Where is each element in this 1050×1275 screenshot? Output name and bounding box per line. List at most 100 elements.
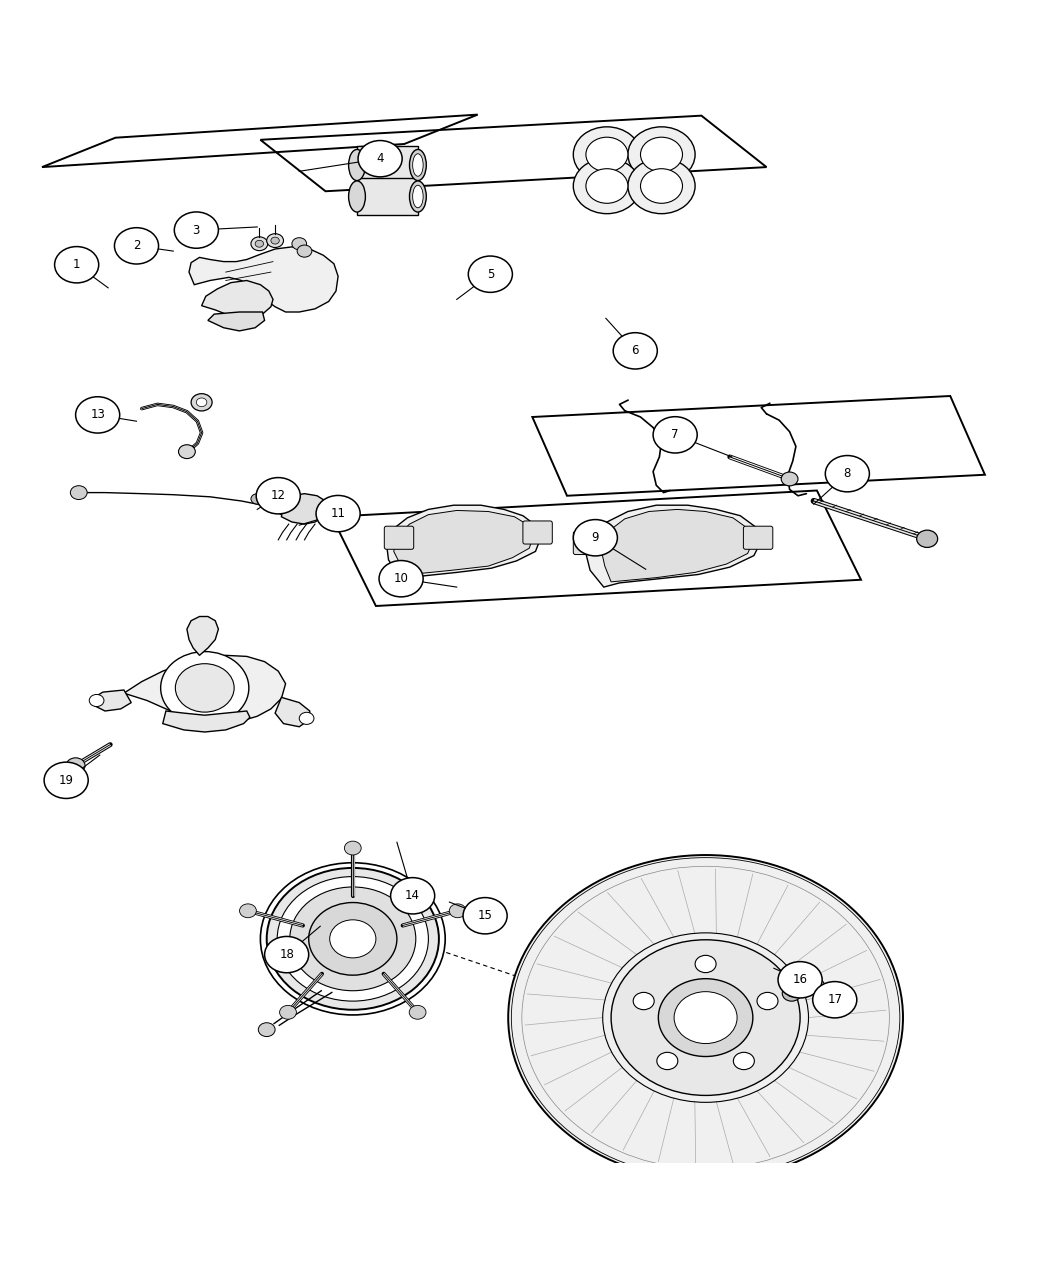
Ellipse shape	[256, 478, 300, 514]
Ellipse shape	[825, 455, 869, 492]
Ellipse shape	[297, 245, 312, 258]
Ellipse shape	[573, 126, 640, 182]
Polygon shape	[208, 312, 265, 332]
Text: 12: 12	[271, 490, 286, 502]
Polygon shape	[386, 505, 541, 581]
Ellipse shape	[628, 158, 695, 214]
Ellipse shape	[175, 664, 234, 713]
Ellipse shape	[391, 877, 435, 914]
Ellipse shape	[757, 992, 778, 1010]
Ellipse shape	[258, 1023, 275, 1037]
Ellipse shape	[255, 240, 264, 247]
Ellipse shape	[251, 493, 264, 504]
Polygon shape	[601, 510, 754, 581]
Ellipse shape	[653, 417, 697, 453]
Ellipse shape	[613, 333, 657, 368]
Text: 3: 3	[192, 223, 201, 237]
Ellipse shape	[70, 486, 87, 500]
Ellipse shape	[695, 955, 716, 973]
Text: 11: 11	[331, 507, 345, 520]
Ellipse shape	[733, 1052, 754, 1070]
Ellipse shape	[633, 992, 654, 1010]
Ellipse shape	[299, 713, 314, 724]
Ellipse shape	[292, 237, 307, 250]
Ellipse shape	[674, 992, 737, 1043]
Ellipse shape	[267, 868, 439, 1010]
Ellipse shape	[640, 138, 682, 172]
Polygon shape	[275, 697, 310, 727]
Polygon shape	[586, 505, 761, 586]
Ellipse shape	[778, 961, 822, 998]
Text: 6: 6	[631, 344, 639, 357]
Text: 4: 4	[376, 152, 384, 166]
Ellipse shape	[344, 842, 361, 856]
Text: 7: 7	[671, 428, 679, 441]
Ellipse shape	[449, 904, 466, 918]
Text: 14: 14	[405, 889, 420, 903]
Ellipse shape	[89, 695, 104, 706]
Ellipse shape	[508, 856, 903, 1181]
Ellipse shape	[917, 530, 938, 547]
Ellipse shape	[267, 233, 284, 247]
Polygon shape	[357, 147, 418, 184]
Ellipse shape	[161, 652, 249, 724]
Ellipse shape	[413, 185, 423, 208]
Polygon shape	[357, 177, 418, 215]
Ellipse shape	[379, 561, 423, 597]
Ellipse shape	[468, 256, 512, 292]
Text: 15: 15	[478, 909, 492, 922]
Ellipse shape	[586, 138, 628, 172]
Ellipse shape	[628, 126, 695, 182]
Polygon shape	[187, 617, 218, 655]
Ellipse shape	[290, 887, 416, 991]
Ellipse shape	[316, 496, 360, 532]
Polygon shape	[202, 280, 273, 317]
Text: 2: 2	[132, 240, 141, 252]
Ellipse shape	[66, 757, 85, 774]
Ellipse shape	[782, 986, 801, 1001]
Ellipse shape	[573, 520, 617, 556]
Ellipse shape	[55, 246, 99, 283]
Ellipse shape	[191, 394, 212, 411]
Ellipse shape	[410, 149, 426, 181]
Ellipse shape	[279, 1006, 296, 1019]
Ellipse shape	[463, 898, 507, 933]
Ellipse shape	[410, 1006, 426, 1019]
Text: 18: 18	[279, 949, 294, 961]
Text: 13: 13	[90, 408, 105, 422]
Ellipse shape	[265, 936, 309, 973]
Ellipse shape	[178, 445, 195, 459]
Ellipse shape	[573, 158, 640, 214]
Ellipse shape	[44, 762, 88, 798]
Polygon shape	[189, 247, 338, 312]
Ellipse shape	[410, 181, 426, 212]
Ellipse shape	[114, 228, 159, 264]
Ellipse shape	[657, 1052, 678, 1070]
Ellipse shape	[277, 877, 428, 1001]
Ellipse shape	[640, 168, 682, 203]
Polygon shape	[163, 711, 250, 732]
Ellipse shape	[239, 904, 256, 918]
Ellipse shape	[781, 472, 798, 486]
Ellipse shape	[788, 989, 796, 997]
Ellipse shape	[174, 212, 218, 249]
Polygon shape	[394, 510, 533, 575]
FancyBboxPatch shape	[523, 521, 552, 544]
Polygon shape	[281, 493, 328, 524]
Text: 1: 1	[72, 259, 81, 272]
Ellipse shape	[611, 940, 800, 1095]
Text: 17: 17	[827, 993, 842, 1006]
Ellipse shape	[358, 140, 402, 177]
Ellipse shape	[251, 237, 268, 251]
Text: 5: 5	[486, 268, 495, 280]
Ellipse shape	[271, 237, 279, 244]
FancyBboxPatch shape	[384, 527, 414, 550]
Text: 8: 8	[843, 467, 852, 481]
Polygon shape	[92, 690, 131, 711]
Ellipse shape	[349, 149, 365, 181]
Text: 9: 9	[591, 532, 600, 544]
Text: 16: 16	[793, 973, 807, 987]
FancyBboxPatch shape	[573, 532, 603, 555]
Ellipse shape	[196, 398, 207, 407]
Text: 10: 10	[394, 572, 408, 585]
